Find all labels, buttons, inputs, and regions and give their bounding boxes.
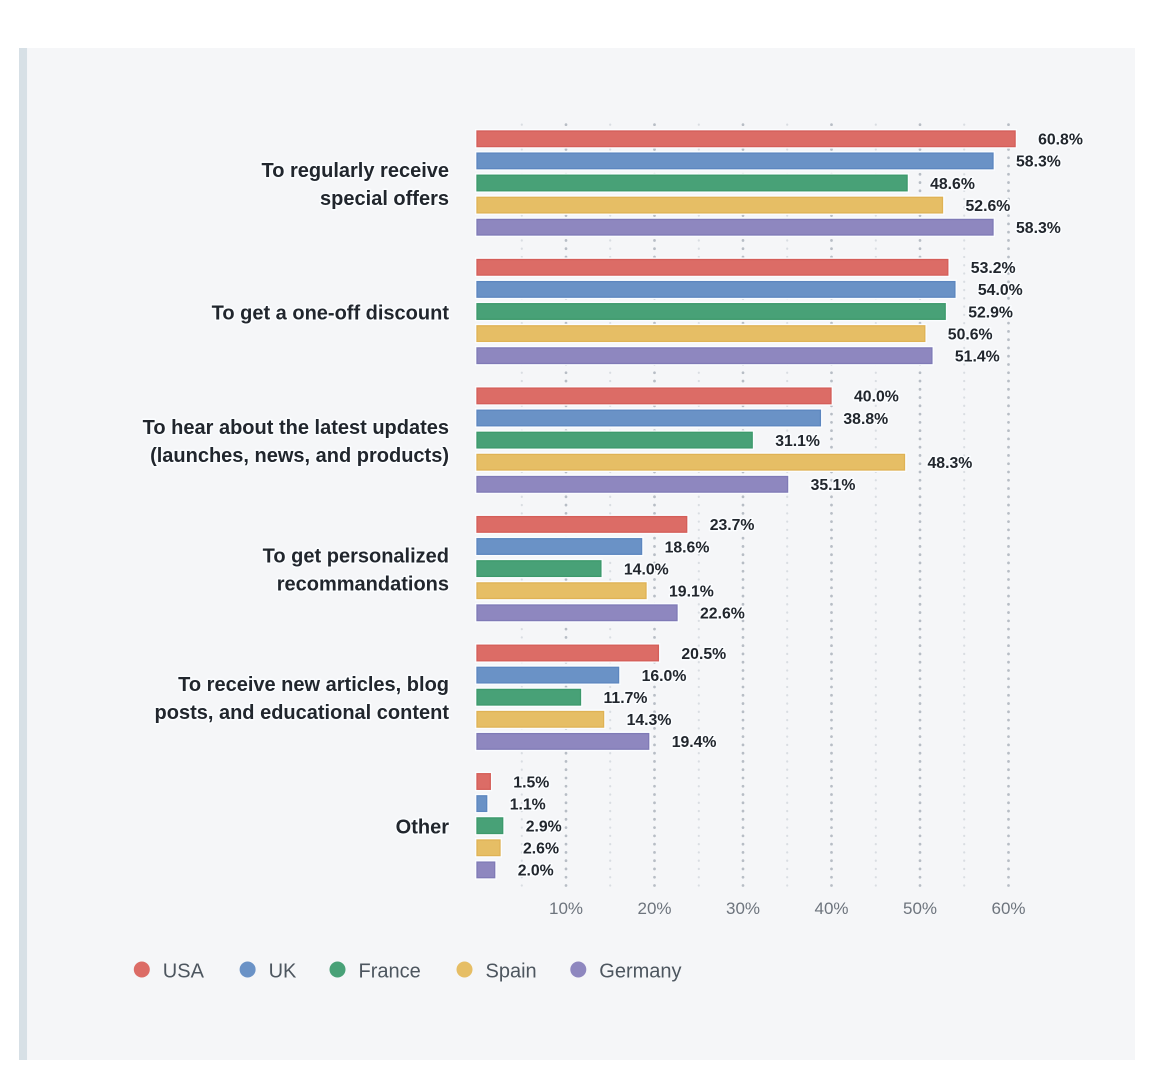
svg-text:19.4%: 19.4% bbox=[672, 734, 717, 751]
svg-text:16.0%: 16.0% bbox=[642, 668, 687, 685]
svg-text:60.8%: 60.8% bbox=[1038, 132, 1083, 149]
svg-text:35.1%: 35.1% bbox=[811, 477, 856, 494]
svg-text:11.7%: 11.7% bbox=[604, 690, 648, 707]
svg-text:54.0%: 54.0% bbox=[978, 282, 1023, 299]
svg-text:22.6%: 22.6% bbox=[700, 606, 745, 623]
svg-text:50%: 50% bbox=[903, 899, 937, 918]
svg-text:30%: 30% bbox=[726, 899, 760, 918]
svg-text:53.2%: 53.2% bbox=[971, 260, 1016, 277]
svg-text:(launches, news, and products): (launches, news, and products) bbox=[150, 445, 449, 467]
svg-text:USA: USA bbox=[163, 961, 205, 983]
svg-text:To get a one-off discount: To get a one-off discount bbox=[212, 303, 450, 325]
svg-text:40.0%: 40.0% bbox=[854, 389, 899, 406]
svg-text:2.6%: 2.6% bbox=[523, 841, 559, 858]
svg-text:60%: 60% bbox=[991, 899, 1025, 918]
svg-text:France: France bbox=[359, 961, 421, 983]
svg-text:Other: Other bbox=[396, 817, 450, 839]
svg-text:31.1%: 31.1% bbox=[775, 433, 820, 450]
svg-text:50.6%: 50.6% bbox=[948, 326, 993, 343]
svg-text:20.5%: 20.5% bbox=[681, 646, 726, 663]
svg-text:Spain: Spain bbox=[486, 961, 537, 983]
svg-text:48.6%: 48.6% bbox=[930, 176, 975, 193]
svg-text:48.3%: 48.3% bbox=[928, 455, 973, 472]
svg-text:58.3%: 58.3% bbox=[1016, 220, 1061, 237]
svg-text:14.0%: 14.0% bbox=[624, 561, 669, 578]
svg-text:19.1%: 19.1% bbox=[669, 584, 714, 601]
svg-text:18.6%: 18.6% bbox=[665, 539, 710, 556]
svg-text:Germany: Germany bbox=[599, 961, 681, 983]
svg-text:2.0%: 2.0% bbox=[518, 863, 554, 880]
svg-text:51.4%: 51.4% bbox=[955, 349, 1000, 366]
svg-text:23.7%: 23.7% bbox=[710, 517, 755, 534]
svg-text:To hear about the latest updat: To hear about the latest updates bbox=[143, 417, 449, 439]
svg-text:52.9%: 52.9% bbox=[968, 304, 1013, 321]
svg-text:14.3%: 14.3% bbox=[627, 712, 672, 729]
svg-text:To get personalized: To get personalized bbox=[263, 546, 449, 568]
svg-text:40%: 40% bbox=[814, 899, 848, 918]
svg-text:20%: 20% bbox=[637, 899, 671, 918]
svg-text:2.9%: 2.9% bbox=[526, 819, 562, 836]
svg-text:1.1%: 1.1% bbox=[510, 796, 546, 813]
svg-text:1.5%: 1.5% bbox=[513, 774, 549, 791]
svg-text:special offers: special offers bbox=[320, 188, 449, 210]
svg-text:posts, and educational content: posts, and educational content bbox=[155, 702, 450, 724]
svg-text:To regularly receive: To regularly receive bbox=[262, 160, 450, 182]
svg-text:recommandations: recommandations bbox=[277, 574, 449, 596]
svg-text:10%: 10% bbox=[549, 899, 583, 918]
svg-text:58.3%: 58.3% bbox=[1016, 154, 1061, 171]
svg-text:UK: UK bbox=[269, 961, 297, 983]
svg-text:52.6%: 52.6% bbox=[966, 198, 1011, 215]
svg-text:38.8%: 38.8% bbox=[843, 411, 888, 428]
svg-text:To receive new articles, blog: To receive new articles, blog bbox=[178, 674, 449, 696]
